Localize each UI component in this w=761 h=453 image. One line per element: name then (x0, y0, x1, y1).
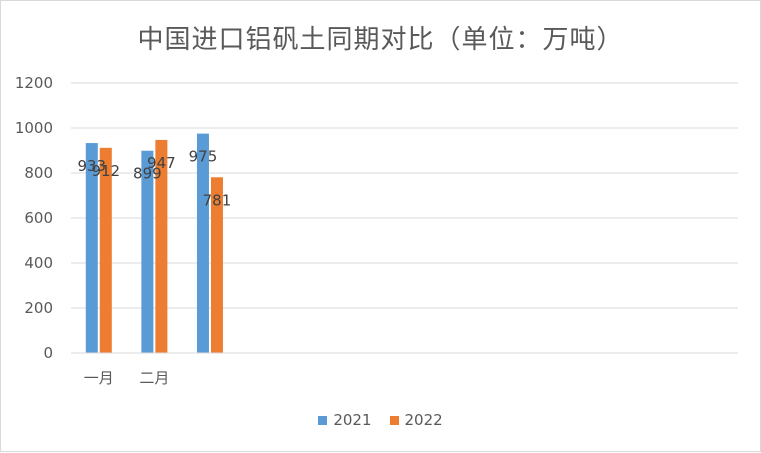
y-tick-label: 400 (24, 254, 53, 272)
data-label: 899 (133, 165, 162, 183)
y-tick-label: 0 (43, 344, 53, 362)
bar-2022-0 (99, 147, 112, 353)
bar-2021-0 (85, 143, 98, 353)
legend-item-2022: 2022 (389, 411, 443, 429)
legend-label-2021: 2021 (333, 411, 372, 429)
data-label: 947 (147, 154, 176, 172)
bar-2021-1 (141, 150, 154, 353)
x-tick-label: 二月 (139, 369, 169, 387)
y-tick-label: 1200 (15, 74, 53, 92)
chart-title: 中国进口铝矾土同期对比（单位：万吨） (137, 25, 624, 55)
legend-swatch-2021 (318, 415, 328, 425)
legend-swatch-2022 (389, 415, 399, 425)
bar-2022-1 (155, 139, 168, 353)
legend-item-2021: 2021 (318, 411, 372, 429)
x-tick-label: 一月 (84, 369, 114, 387)
y-tick-label: 200 (24, 299, 53, 317)
bar-2022-2 (210, 177, 223, 353)
data-label: 933 (77, 157, 106, 175)
data-label: 912 (91, 162, 120, 180)
bar-2021-2 (196, 133, 209, 353)
legend: 2021 2022 (1, 411, 760, 429)
y-tick-label: 800 (24, 164, 53, 182)
data-label: 781 (203, 191, 232, 209)
y-tick-label: 1000 (15, 119, 53, 137)
legend-label-2022: 2022 (404, 411, 443, 429)
data-label: 975 (189, 148, 218, 166)
y-tick-label: 600 (24, 209, 53, 227)
